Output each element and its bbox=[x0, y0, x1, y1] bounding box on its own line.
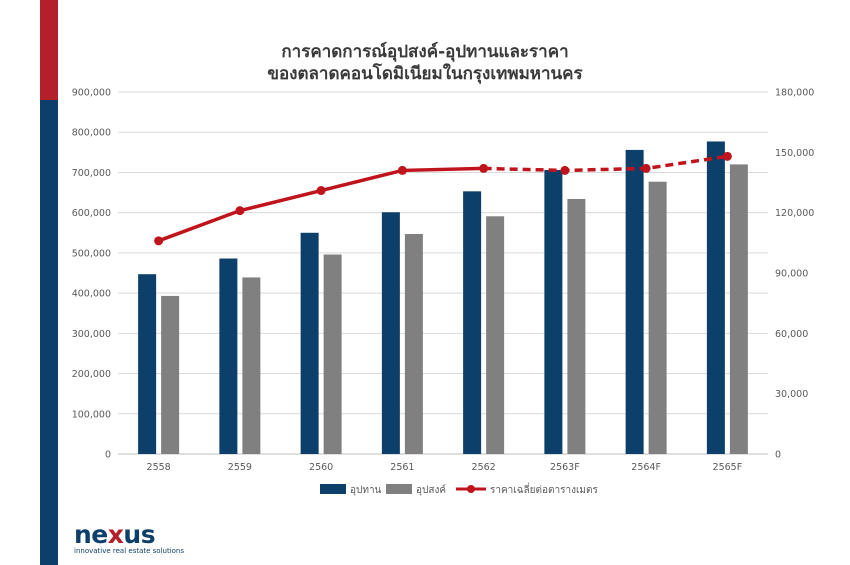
bar-supply bbox=[544, 170, 563, 454]
price-point bbox=[722, 151, 732, 161]
y-tick-left: 0 bbox=[105, 450, 111, 461]
legend-swatch-demand bbox=[386, 484, 412, 494]
x-tick-label: 2560 bbox=[309, 462, 333, 473]
bar-demand bbox=[161, 295, 180, 454]
price-line-dashed bbox=[483, 154, 728, 173]
y-tick-left: 900,000 bbox=[72, 88, 111, 99]
accent-bar-red bbox=[40, 0, 58, 100]
x-tick-label: 2565F bbox=[713, 462, 743, 473]
price-point bbox=[397, 165, 407, 175]
price-point bbox=[235, 206, 245, 216]
bar-demand bbox=[648, 181, 667, 454]
logo-tagline: innovative real estate solutions bbox=[74, 547, 185, 555]
bar-demand bbox=[323, 254, 342, 454]
x-tick-label: 2558 bbox=[147, 462, 171, 473]
chart-title: การคาดการณ์อุปสงค์-อุปทานและราคา bbox=[281, 42, 569, 62]
bar-supply bbox=[138, 274, 157, 454]
nexus-logo: nexus innovative real estate solutions bbox=[74, 522, 184, 555]
x-tick-label: 2559 bbox=[228, 462, 252, 473]
y-tick-left: 200,000 bbox=[72, 369, 111, 380]
price-point bbox=[154, 236, 164, 246]
price-point bbox=[641, 163, 651, 173]
y-tick-right: 150,000 bbox=[775, 148, 814, 159]
logo-text-b: us bbox=[123, 520, 156, 549]
price-point bbox=[560, 165, 570, 175]
bar-supply bbox=[706, 141, 725, 454]
chart-subtitle: ของตลาดคอนโดมิเนียมในกรุงเทพมหานคร bbox=[267, 64, 583, 84]
x-tick-label: 2563F bbox=[550, 462, 580, 473]
y-tick-left: 700,000 bbox=[72, 168, 111, 179]
y-tick-right: 120,000 bbox=[775, 208, 814, 219]
price-point bbox=[479, 163, 489, 173]
y-tick-right: 0 bbox=[775, 450, 781, 461]
bar-demand bbox=[404, 233, 423, 454]
x-tick-label: 2562 bbox=[472, 462, 496, 473]
logo-text-a: ne bbox=[74, 520, 108, 549]
price-point bbox=[316, 186, 326, 196]
y-tick-right: 60,000 bbox=[775, 329, 808, 340]
logo-text-x: x bbox=[107, 520, 124, 549]
bar-supply bbox=[219, 258, 238, 454]
bar-demand bbox=[242, 277, 261, 454]
bar-demand bbox=[486, 216, 505, 454]
bar-demand bbox=[567, 198, 586, 454]
bar-supply bbox=[300, 232, 319, 454]
bar-demand bbox=[729, 164, 748, 454]
legend-swatch-supply bbox=[320, 484, 346, 494]
accent-bar-blue bbox=[40, 100, 58, 565]
x-tick-label: 2561 bbox=[390, 462, 414, 473]
y-tick-right: 90,000 bbox=[775, 269, 808, 280]
y-tick-right: 180,000 bbox=[775, 88, 814, 99]
bar-supply bbox=[625, 149, 644, 455]
bar-supply bbox=[463, 191, 482, 455]
y-tick-right: 30,000 bbox=[775, 389, 808, 400]
bar-supply bbox=[381, 212, 400, 454]
y-tick-left: 400,000 bbox=[72, 289, 111, 300]
legend-label-price: ราคาเฉลี่ยต่อตารางเมตร bbox=[490, 482, 598, 496]
x-tick-label: 2564F bbox=[631, 462, 661, 473]
y-tick-left: 500,000 bbox=[72, 248, 111, 259]
y-tick-left: 600,000 bbox=[72, 208, 111, 219]
y-tick-left: 300,000 bbox=[72, 329, 111, 340]
legend-label-supply: อุปทาน bbox=[350, 485, 382, 496]
legend-label-demand: อุปสงค์ bbox=[416, 484, 446, 496]
price-line-solid bbox=[158, 166, 484, 243]
legend-swatch-price-point bbox=[467, 485, 475, 493]
y-tick-left: 800,000 bbox=[72, 128, 111, 139]
y-tick-left: 100,000 bbox=[72, 409, 111, 420]
